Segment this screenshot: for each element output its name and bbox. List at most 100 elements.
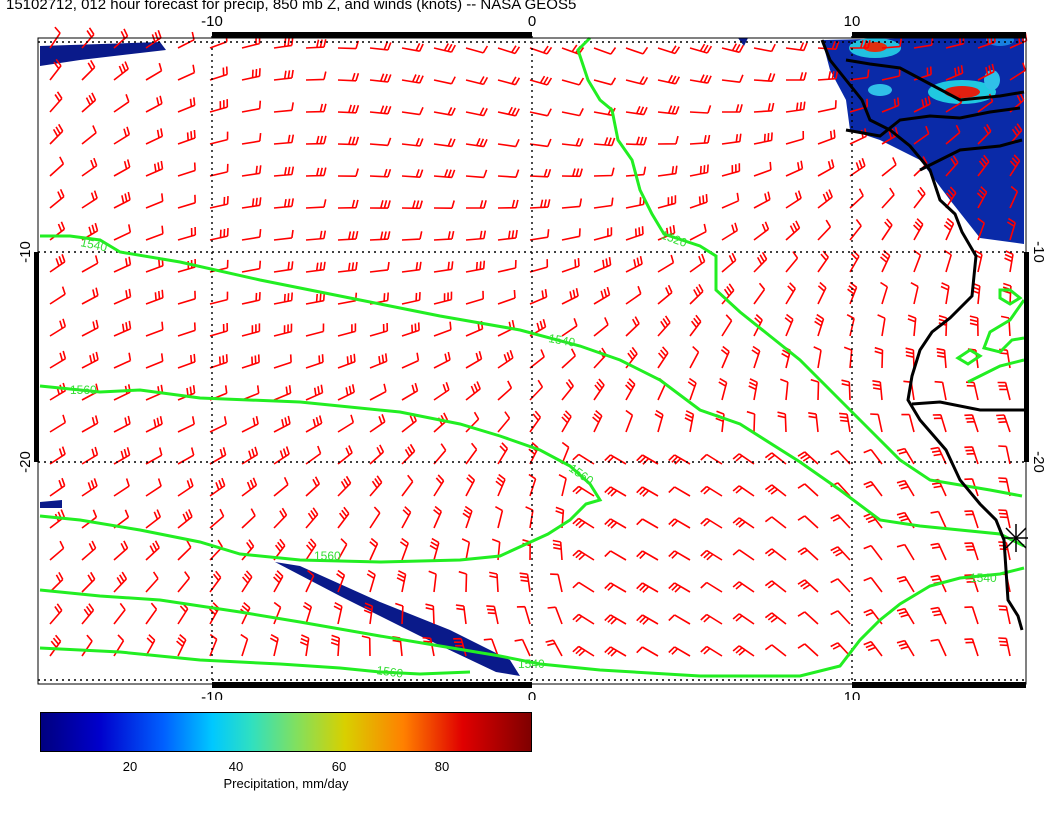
wind-barb [49, 603, 63, 625]
wind-barb [913, 249, 922, 273]
wind-barb [813, 346, 822, 369]
wind-barb [785, 220, 801, 241]
wind-barb [529, 45, 553, 55]
wind-barb [401, 506, 412, 529]
wind-barb [593, 167, 615, 177]
wind-barb [936, 347, 947, 369]
wind-barb [433, 200, 455, 209]
wind-barb [930, 542, 947, 561]
wind-barb [455, 604, 467, 625]
wind-barb [847, 281, 858, 305]
wind-barb [561, 410, 572, 433]
wind-barb [113, 634, 125, 657]
wind-barb [113, 602, 126, 625]
wind-barb [625, 46, 649, 55]
wind-barb [81, 287, 99, 305]
wind-barb [145, 447, 163, 465]
wind-barb [721, 43, 745, 54]
wind-barb [561, 198, 583, 209]
wind-barb [593, 378, 605, 401]
wind-barb [49, 572, 64, 593]
wind-barb [753, 191, 771, 209]
wind-barb [337, 199, 359, 209]
wind-barb [145, 128, 164, 145]
wind-barb [668, 550, 691, 561]
wind-barb [465, 381, 481, 401]
wind-barb [422, 636, 435, 657]
wind-barb [273, 415, 291, 433]
wind-barb [49, 156, 65, 177]
wind-barb [49, 26, 61, 49]
wind-barb [516, 605, 531, 625]
wind-barb [896, 511, 915, 529]
wind-barb [561, 108, 584, 117]
wind-barb [49, 634, 62, 657]
wind-barb [495, 473, 506, 497]
wind-barb [732, 581, 755, 593]
wind-barb [945, 186, 957, 209]
wind-barb [113, 540, 129, 561]
wind-barb [932, 414, 947, 433]
wind-barb [732, 453, 755, 465]
wind-barb [483, 638, 499, 657]
wind-barb [896, 447, 915, 465]
wind-barb [399, 537, 409, 561]
wind-barb [305, 71, 327, 81]
wind-barb [687, 377, 697, 401]
wind-barb [177, 129, 196, 145]
wind-barb [337, 414, 355, 433]
wind-barb [901, 413, 915, 433]
wind-barb [177, 478, 194, 497]
wind-barb [273, 102, 294, 113]
wind-barb [241, 165, 262, 177]
wind-barb [593, 227, 613, 241]
wind-barb [333, 601, 343, 625]
wind-barb [209, 131, 229, 145]
wind-barb [49, 58, 62, 81]
wind-barb [433, 443, 447, 465]
wind-barb [785, 101, 806, 113]
wind-barb [753, 161, 772, 177]
wind-barb [964, 638, 979, 657]
wind-barb [764, 612, 787, 625]
wind-barb [519, 572, 531, 593]
wind-barb [528, 473, 537, 497]
wind-barb [863, 544, 883, 561]
wind-barb [81, 540, 97, 561]
wind-barb [722, 104, 743, 113]
wind-barb [863, 480, 883, 497]
wind-barb [433, 107, 456, 116]
wind-barb [337, 136, 360, 146]
wind-barb [81, 222, 99, 241]
wind-barb [497, 442, 509, 465]
wind-barb [785, 190, 802, 209]
wind-barb [785, 160, 804, 177]
wind-barb [964, 606, 979, 625]
wind-barb [830, 546, 851, 561]
wind-barb [465, 45, 489, 54]
wind-barb [81, 125, 97, 145]
wind-barb [753, 132, 773, 145]
wind-barb [401, 231, 423, 241]
wind-barb [881, 97, 900, 113]
wind-barb [998, 605, 1011, 625]
wind-barb [964, 574, 979, 593]
wind-barb [145, 602, 158, 625]
wind-barb [49, 254, 66, 273]
wind-barb [81, 255, 99, 273]
wind-barb [905, 347, 915, 369]
wind-barb [657, 346, 669, 369]
wind-barb [113, 352, 132, 369]
wind-barb [465, 230, 487, 241]
wind-barb [625, 378, 636, 401]
wind-barb [302, 601, 313, 625]
wind-barb [497, 229, 518, 241]
colorbar-gradient [40, 712, 532, 752]
wind-barb [561, 379, 574, 401]
wind-barb [401, 443, 416, 465]
wind-barb [636, 582, 659, 593]
wind-barb [81, 190, 98, 209]
wind-barb [145, 509, 162, 529]
wind-barb [721, 283, 735, 305]
wind-barb [572, 645, 595, 657]
